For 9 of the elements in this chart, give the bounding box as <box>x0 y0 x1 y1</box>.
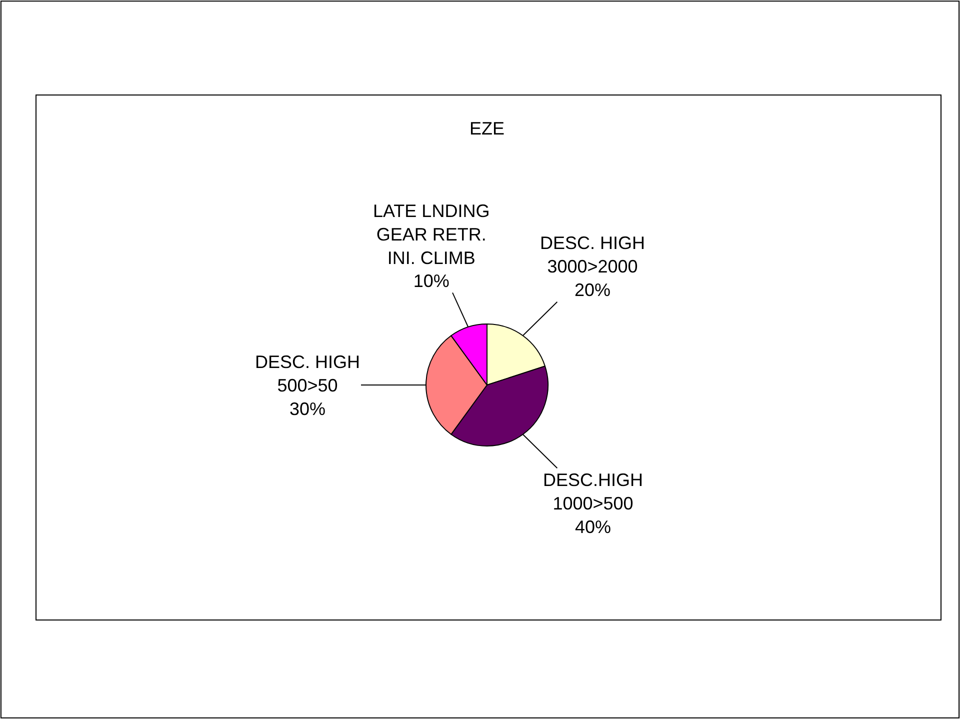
data-label: 40% <box>574 516 612 537</box>
data-label: 10% <box>413 271 450 292</box>
data-label: 30% <box>289 398 326 419</box>
slice-label: DESC.HIGH 1000>500 <box>543 470 644 514</box>
slice-label: LATE LNDING GEAR RETR. INI. CLIMB <box>373 201 490 268</box>
chart-title: EZE <box>469 118 505 138</box>
data-label: 20% <box>574 280 611 300</box>
slice-label: DESC. HIGH 3000>2000 <box>540 233 646 276</box>
slice-label: DESC. HIGH 500>50 <box>255 352 360 396</box>
